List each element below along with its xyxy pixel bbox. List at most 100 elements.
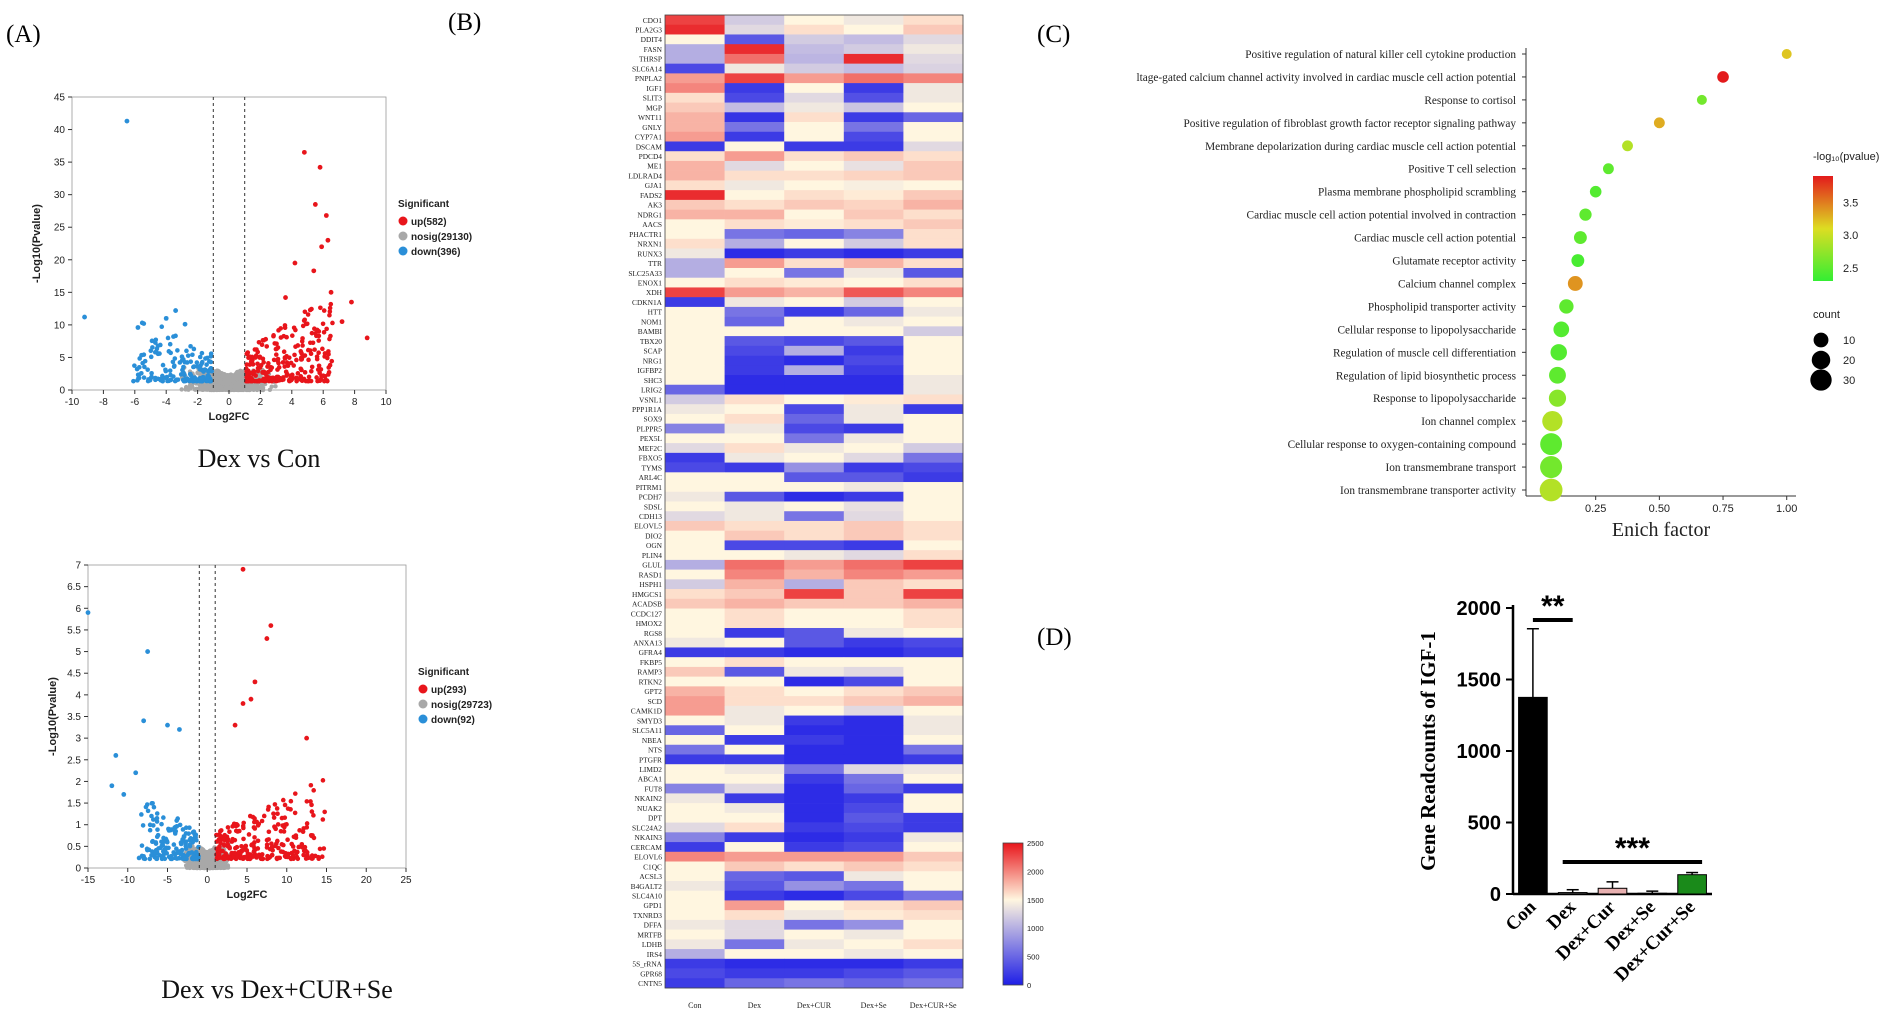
row-label: B4GALT2 — [631, 882, 663, 891]
down-point — [140, 823, 146, 828]
panel-label-a: (A) — [6, 21, 41, 48]
heatmap-cell — [843, 754, 904, 765]
up-point — [305, 347, 311, 353]
nosig-point — [208, 386, 214, 392]
down-point — [190, 856, 196, 862]
y-tick-label: 0.5 — [67, 842, 81, 853]
heatmap-cell — [724, 141, 785, 152]
heatmap-cell — [665, 735, 725, 746]
heatmap-cell — [665, 958, 725, 969]
column-label: Dex+CUR+Se — [910, 1001, 957, 1010]
term-dot — [1571, 254, 1585, 267]
heatmap-cell — [784, 783, 845, 794]
row-label: SLC5A11 — [632, 726, 662, 735]
heatmap-cell — [784, 569, 845, 580]
heatmap-cell — [903, 822, 964, 833]
term-dot — [1540, 456, 1563, 479]
heatmap-cell — [903, 472, 964, 483]
x-tick-label: Con — [1502, 896, 1541, 935]
heatmap-cell — [724, 851, 785, 862]
heatmap-cell — [843, 306, 904, 317]
heatmap-cell — [903, 832, 964, 843]
down-point — [204, 355, 210, 361]
heatmap-cell — [784, 112, 845, 123]
heatmap-cell — [903, 550, 964, 561]
heatmap-cell — [665, 384, 725, 395]
heatmap-cell — [724, 842, 785, 853]
up-point — [316, 338, 322, 343]
heatmap-cell — [903, 608, 964, 619]
heatmap-cell — [784, 919, 845, 930]
heatmap-cell — [843, 248, 904, 259]
heatmap-cell — [784, 842, 845, 853]
heatmap-cell — [843, 842, 904, 853]
heatmap-cell — [784, 102, 845, 113]
heatmap-cell — [903, 443, 964, 454]
heatmap-cell — [843, 287, 904, 298]
up-point — [328, 301, 334, 307]
heatmap-cell — [665, 793, 725, 804]
down-point — [185, 353, 191, 358]
heatmap-cell — [784, 345, 845, 356]
heatmap-cell — [784, 939, 845, 950]
up-point — [264, 842, 270, 847]
row-label: RGS8 — [644, 629, 662, 638]
row-label: PLA2G3 — [635, 26, 662, 35]
term-label: Glutamate receptor activity — [1392, 256, 1516, 268]
colorbar-tick-label: 1500 — [1027, 896, 1044, 905]
plot-title: Dex vs Con — [198, 444, 321, 473]
up-point — [260, 369, 265, 375]
up-point — [255, 838, 261, 844]
heatmap-cell — [665, 773, 725, 784]
heatmap-cell — [903, 803, 964, 814]
heatmap-cell — [903, 559, 964, 570]
down-point — [135, 325, 141, 330]
x-tick-label: 4 — [289, 397, 295, 408]
up-point — [282, 802, 288, 808]
heatmap-cell — [903, 316, 964, 327]
heatmap-cell — [843, 871, 904, 882]
heatmap-cell — [903, 24, 964, 35]
heatmap-cell — [843, 929, 904, 940]
heatmap-cell — [843, 44, 904, 55]
heatmap-cell — [843, 151, 904, 162]
down-point — [184, 348, 189, 354]
heatmap-cell — [843, 939, 904, 950]
heatmap-cell — [843, 365, 904, 376]
down-point — [172, 356, 178, 361]
up-point — [318, 305, 323, 311]
heatmap-cell — [903, 890, 964, 901]
heatmap-cell — [903, 482, 964, 493]
heatmap-cell — [843, 404, 904, 415]
down-point — [183, 831, 189, 836]
heatmap-cell — [724, 306, 785, 317]
heatmap-cell — [724, 336, 785, 347]
up-point — [303, 848, 308, 853]
row-label: PHACTR1 — [629, 230, 662, 239]
heatmap-cell — [665, 316, 725, 327]
heatmap-cell — [724, 73, 785, 84]
heatmap-cell — [784, 277, 845, 288]
heatmap-cell — [665, 462, 725, 473]
heatmap-cell — [724, 287, 785, 298]
row-label: NOM1 — [641, 317, 662, 326]
heatmap-cell — [843, 764, 904, 775]
up-point — [317, 164, 323, 170]
y-tick-label: 10 — [54, 320, 66, 331]
x-axis-label: Enich factor — [1612, 519, 1711, 541]
heatmap-cell — [903, 705, 964, 716]
heatmap-cell — [843, 433, 904, 444]
up-point — [233, 845, 238, 851]
heatmap-cell — [843, 861, 904, 872]
nosig-point — [240, 386, 245, 391]
up-point — [281, 349, 287, 355]
heatmap-cell — [665, 540, 725, 551]
heatmap-cell — [665, 832, 725, 843]
heatmap-cell — [903, 764, 964, 775]
down-point — [174, 818, 179, 823]
heatmap-cell — [903, 900, 964, 911]
heatmap-cell — [784, 812, 845, 823]
heatmap-cell — [665, 15, 725, 26]
nosig-point — [210, 859, 215, 864]
heatmap-cell — [843, 696, 904, 707]
